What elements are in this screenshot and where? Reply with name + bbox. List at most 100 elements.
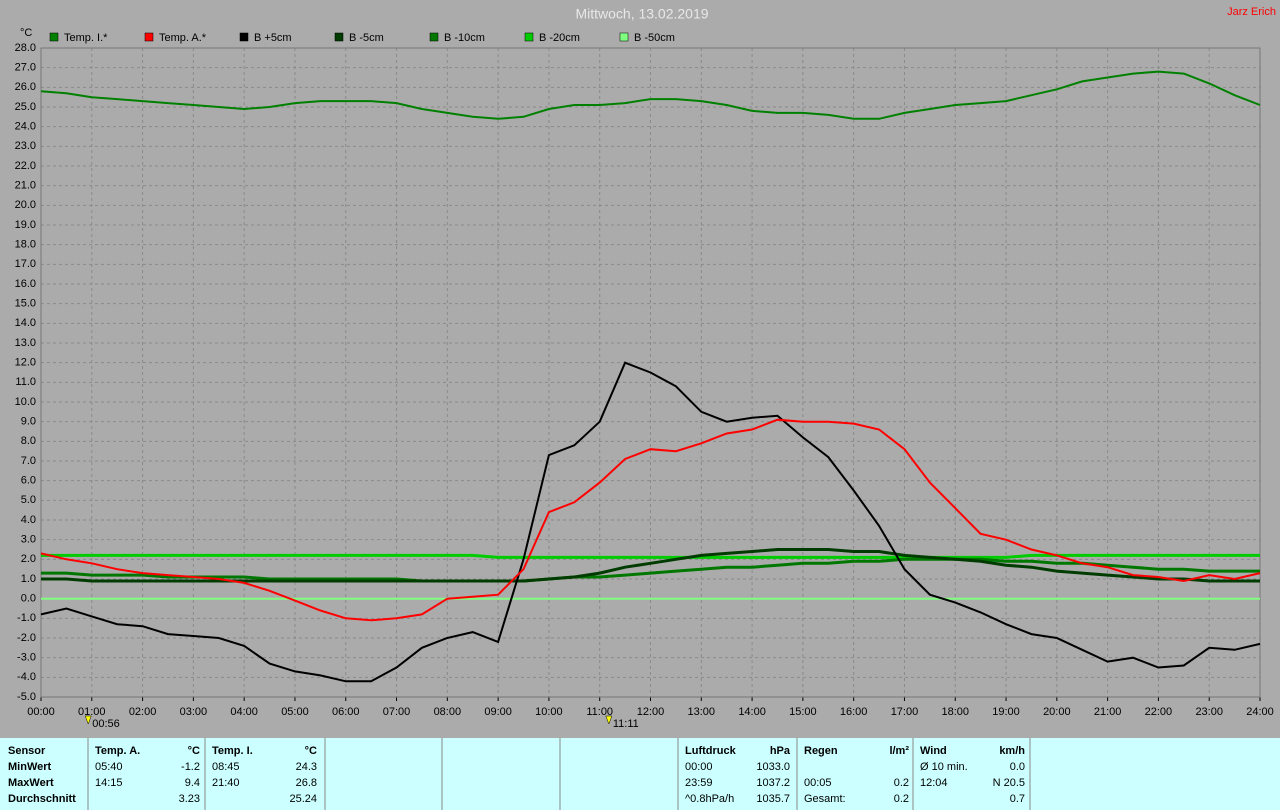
y-tick-label: 24.0: [15, 121, 36, 133]
x-tick-label: 13:00: [688, 706, 716, 718]
cell-value: 26.8: [296, 777, 317, 789]
cell-time: Ø 10 min.: [920, 761, 968, 773]
x-tick-label: 18:00: [941, 706, 969, 718]
cell-time: Gesamt:: [804, 793, 846, 805]
series-line: [41, 557, 1260, 583]
y-tick-label: 11.0: [15, 376, 36, 388]
y-tick-label: 27.0: [15, 62, 36, 74]
y-tick-label: -3.0: [17, 652, 36, 664]
column-header: Regen: [804, 745, 838, 757]
x-tick-label: 23:00: [1195, 706, 1223, 718]
x-tick-label: 12:00: [637, 706, 665, 718]
series-line: [40, 70, 1261, 120]
y-tick-label: 13.0: [15, 337, 36, 349]
cell-value: 0.7: [1010, 793, 1025, 805]
x-tick-label: 08:00: [434, 706, 462, 718]
series-line: [41, 548, 1260, 583]
cell-time: 21:40: [212, 777, 240, 789]
x-tick-label: 14:00: [738, 706, 766, 718]
plot-frame: [40, 47, 1261, 698]
author: Jarz Erich: [1227, 6, 1276, 18]
cell-time: 08:45: [212, 761, 240, 773]
chart-title: Mittwoch, 13.02.2019: [575, 6, 708, 22]
x-tick-label: 06:00: [332, 706, 360, 718]
y-tick-label: 4.0: [21, 514, 36, 526]
cell-time: 23:59: [685, 777, 713, 789]
column-unit: km/h: [999, 745, 1025, 757]
x-tick-label: 07:00: [383, 706, 411, 718]
y-tick-label: 18.0: [15, 239, 36, 251]
x-tick-label: 16:00: [840, 706, 868, 718]
cell-value: 25.24: [289, 793, 317, 805]
cell-value: -1.2: [181, 761, 200, 773]
stats-table: [0, 738, 1280, 810]
cell-value: 1033.0: [756, 761, 790, 773]
x-tick-label: 15:00: [789, 706, 817, 718]
y-tick-label: 15.0: [15, 298, 36, 310]
legend-swatch: [429, 32, 439, 42]
cell-time: 14:15: [95, 777, 123, 789]
y-tick-label: 14.0: [15, 317, 36, 329]
y-tick-label: 7.0: [21, 455, 36, 467]
legend-label: B +5cm: [254, 32, 292, 44]
legend-label: B -50cm: [634, 32, 675, 44]
cell-value: 1035.7: [756, 793, 790, 805]
y-tick-label: 3.0: [21, 534, 36, 546]
x-tick-label: 22:00: [1145, 706, 1173, 718]
legend-label: Temp. A.*: [159, 32, 207, 44]
x-tick-label: 05:00: [281, 706, 309, 718]
column-unit: °C: [188, 745, 200, 757]
cell-value: 3.23: [179, 793, 200, 805]
legend-label: B -10cm: [444, 32, 485, 44]
column-header: Wind: [920, 745, 947, 757]
cell-value: 9.4: [185, 777, 200, 789]
y-tick-label: 6.0: [21, 475, 36, 487]
row-label: MaxWert: [8, 777, 54, 789]
legend-swatch: [144, 32, 154, 42]
y-tick-label: 10.0: [15, 396, 36, 408]
column-unit: l/m²: [889, 745, 909, 757]
cell-time: 05:40: [95, 761, 123, 773]
legend-swatch: [239, 32, 249, 42]
cell-value: 24.3: [296, 761, 317, 773]
x-tick-label: 09:00: [484, 706, 512, 718]
x-tick-label: 17:00: [891, 706, 919, 718]
cell-value: N 20.5: [993, 777, 1025, 789]
y-tick-label: 22.0: [15, 160, 36, 172]
event-label: 00:56: [92, 718, 120, 730]
x-tick-label: 11:00: [586, 706, 613, 718]
y-tick-label: -5.0: [17, 691, 36, 703]
stats: Sensor MinWert MaxWert Durchschnitt Temp. A.…: [8, 738, 1031, 810]
cell-value: 1037.2: [756, 777, 790, 789]
x-tick-label: 02:00: [129, 706, 157, 718]
series-line: [40, 361, 1261, 683]
y-tick-label: 1.0: [21, 573, 36, 585]
y-tick-label: 5.0: [21, 494, 36, 506]
cell-value: 0.0: [1010, 761, 1025, 773]
legend-label: B -20cm: [539, 32, 580, 44]
event-marker: [605, 715, 613, 725]
y-tick-label: 26.0: [15, 81, 36, 93]
y-tick-label: 16.0: [15, 278, 36, 290]
legend-swatch: [619, 32, 629, 42]
y-tick-label: 12.0: [15, 357, 36, 369]
column-unit: hPa: [770, 745, 791, 757]
x-tick-label: 00:00: [27, 706, 55, 718]
y-tick-label: 21.0: [15, 180, 36, 192]
y-tick-label: 20.0: [15, 199, 36, 211]
cell-time: 12:04: [920, 777, 948, 789]
x-tick-label: 03:00: [180, 706, 208, 718]
series-line: [40, 418, 1261, 622]
legend-swatch: [334, 32, 344, 42]
row-label: Sensor: [8, 745, 46, 757]
y-tick-label: 0.0: [21, 593, 36, 605]
legend-swatch: [49, 32, 59, 42]
y-tick-label: 25.0: [15, 101, 36, 113]
y-tick-label: 17.0: [15, 258, 36, 270]
y-tick-label: 23.0: [15, 140, 36, 152]
x-tick-label: 24:00: [1246, 706, 1274, 718]
row-label: Durchschnitt: [8, 793, 76, 805]
column-header: Temp. I.: [212, 745, 253, 757]
legend-label: B -5cm: [349, 32, 384, 44]
